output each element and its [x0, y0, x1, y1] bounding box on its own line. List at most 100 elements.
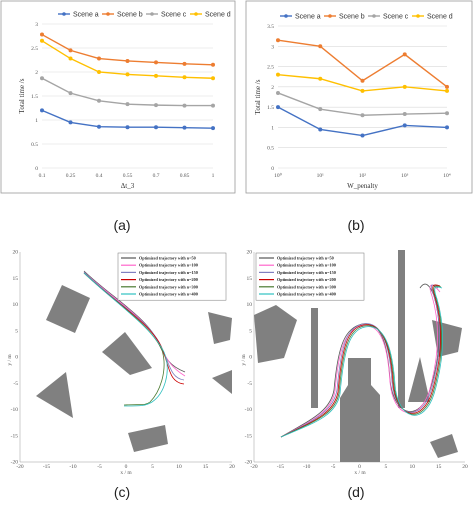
- y-tick-label: 2.5: [267, 65, 274, 71]
- legend-label: Optimized trajectory with n=100: [139, 263, 198, 268]
- x-tick-label: 20: [229, 464, 235, 470]
- x-tick-label: -5: [97, 464, 102, 470]
- x-axis-label: Δt_3: [121, 182, 135, 190]
- legend-marker: [150, 12, 154, 16]
- legend-label: Optimized trajectory with n=200: [139, 277, 198, 282]
- data-point: [402, 52, 407, 57]
- panel-d-ylabel: y / m: [241, 354, 247, 366]
- legend-label: Scene d: [205, 12, 231, 19]
- x-tick-label: -20: [250, 464, 258, 470]
- data-point: [97, 70, 101, 74]
- data-point: [154, 60, 158, 65]
- legend-label: Scene c: [161, 12, 187, 19]
- data-point: [125, 58, 130, 63]
- legend-box: [117, 252, 227, 301]
- panel-d-xticks: -20 -15 -10 -5 0 5 10 15 20: [250, 464, 468, 470]
- x-tick-label: 20: [462, 464, 468, 470]
- x-tick-label: 0.1: [39, 173, 46, 179]
- data-point: [211, 103, 215, 108]
- x-tick-label: 0.85: [180, 173, 190, 179]
- legend-marker: [106, 12, 110, 16]
- data-point: [211, 76, 215, 81]
- data-point: [276, 90, 280, 95]
- y-tick-label: 0: [35, 166, 38, 172]
- y-tick-label: 0: [249, 355, 252, 361]
- data-point: [154, 103, 158, 108]
- data-point: [40, 32, 44, 37]
- data-point: [276, 105, 280, 110]
- legend-marker: [194, 12, 198, 16]
- chart-b: 0 0.5 1 1.5 2 2.5 3 3.5 10⁰ 10¹ 10² 10³ 10⁴ W_penalty…: [254, 14, 453, 191]
- y-tick-label: -5: [13, 381, 18, 387]
- data-point: [125, 125, 130, 130]
- obstacle-polygon: [254, 305, 297, 363]
- data-point: [182, 103, 187, 108]
- x-tick-label: 0: [358, 464, 361, 470]
- data-point: [402, 123, 407, 128]
- data-point: [68, 120, 73, 125]
- data-point: [40, 38, 44, 43]
- panel-d-yticks: 20 15 10 5 0 -5 -10 -15 -20: [245, 250, 253, 466]
- x-tick-label: 10¹: [317, 173, 325, 179]
- x-tick-label: -10: [303, 464, 311, 470]
- obstacle-polygon: [102, 332, 152, 375]
- x-tick-label: 10: [176, 464, 182, 470]
- y-tick-label: -15: [245, 433, 253, 439]
- legend-d: Optimized trajectory with n=50 Optimized …: [255, 252, 365, 301]
- data-point: [211, 126, 215, 131]
- data-point: [276, 72, 280, 77]
- data-point: [125, 72, 130, 77]
- y-tick-label: -10: [245, 407, 253, 413]
- y-tick-label: 5: [15, 328, 18, 334]
- legend-marker: [416, 14, 420, 18]
- panel-d-xlabel: x / m: [354, 470, 366, 476]
- legend-marker: [62, 12, 66, 16]
- data-point: [68, 56, 73, 61]
- legend-label: Optimized trajectory with n=300: [277, 284, 336, 289]
- y-tick-label: 2: [271, 85, 274, 91]
- y-tick-label: 2.5: [31, 46, 38, 52]
- x-tick-label: -15: [43, 464, 51, 470]
- trajectory-n100: [83, 271, 186, 377]
- legend-label: Scene a: [73, 12, 99, 19]
- data-point: [360, 113, 365, 118]
- y-tick-label: 2: [35, 70, 38, 76]
- trajectory-n400: [83, 272, 168, 407]
- x-tick-label: -15: [277, 464, 285, 470]
- legend-label: Optimized trajectory with n=50: [139, 256, 196, 261]
- legend-label: Scene b: [117, 12, 143, 19]
- x-axis-label: W_penalty: [347, 182, 378, 190]
- y-tick-label: 1: [35, 118, 38, 124]
- data-point: [445, 125, 449, 130]
- legend-label: Scene d: [427, 14, 453, 21]
- y-tick-label: 1.5: [267, 105, 274, 111]
- legend-label: Scene a: [295, 14, 321, 21]
- x-tick-label: 1: [212, 173, 215, 179]
- y-tick-label: 3: [271, 44, 274, 50]
- obstacle-polygon: [36, 372, 73, 418]
- data-point: [445, 111, 449, 116]
- y-axis-label: Total time /s: [254, 79, 262, 114]
- y-tick-label: 0.5: [31, 142, 38, 148]
- x-tick-label: 10³: [401, 173, 409, 179]
- chart-a: 0 0.5 1 1.5 2 2.5 3 0.1 0.25 0.4 0.55 0.7 0.85 1 Δt_3 T…: [18, 12, 231, 191]
- legend-label: Optimized trajectory with n=150: [139, 270, 198, 275]
- panel-a-frame: [0, 0, 236, 194]
- x-tick-label: 10²: [359, 173, 367, 179]
- legend-label: Optimized trajectory with n=400: [139, 292, 198, 297]
- data-point: [40, 108, 44, 113]
- obstacle-polygon: [408, 357, 430, 402]
- data-point: [125, 102, 130, 107]
- obstacle-wall: [398, 250, 405, 408]
- obstacle-polygon: [212, 370, 232, 394]
- trajectory-n100: [280, 284, 441, 438]
- legend-label: Optimized trajectory with n=150: [277, 270, 336, 275]
- x-tick-label: -20: [16, 464, 24, 470]
- x-tick-label: -5: [331, 464, 336, 470]
- data-point: [276, 38, 280, 43]
- x-tick-label: 10⁰: [274, 172, 283, 179]
- legend-label: Optimized trajectory with n=100: [277, 263, 336, 268]
- y-tick-label: -20: [11, 460, 19, 466]
- obstacle-wall: [311, 308, 318, 408]
